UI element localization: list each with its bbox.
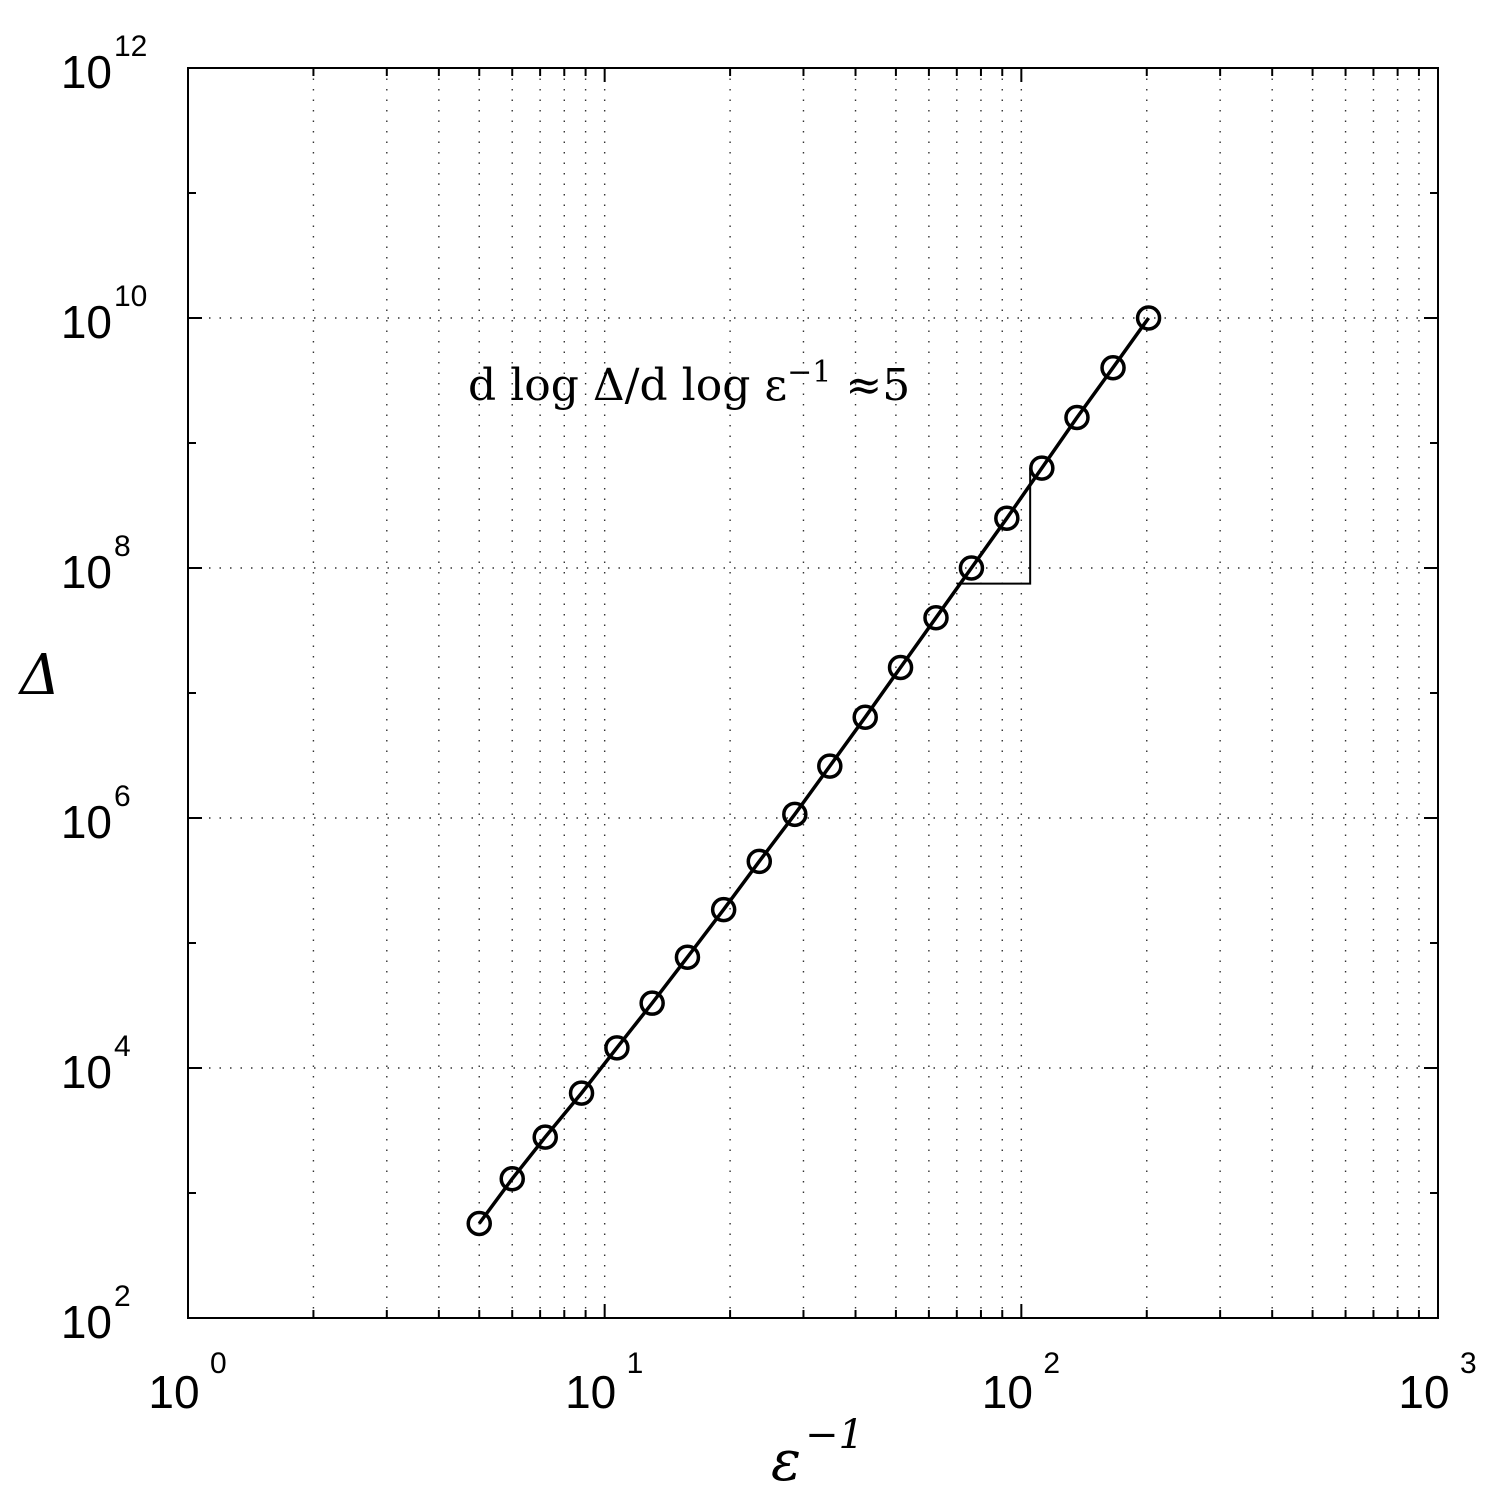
- y-tick-label: 10: [61, 796, 112, 848]
- x-axis-label-superscript: −1: [805, 1412, 864, 1458]
- x-tick-label: 10: [148, 1366, 199, 1418]
- slope-triangle: [956, 468, 1032, 585]
- y-tick-label: 10: [61, 46, 112, 98]
- y-tick-label-exponent: 4: [114, 1030, 131, 1063]
- y-tick-label-exponent: 8: [114, 530, 131, 563]
- data-point-marker: [817, 753, 843, 779]
- data-point-marker: [1100, 354, 1126, 381]
- data-point-marker: [532, 1124, 558, 1150]
- data-point-marker: [604, 1035, 630, 1061]
- x-tick-label-exponent: 2: [1043, 1347, 1060, 1380]
- x-tick-label: 10: [982, 1366, 1033, 1418]
- y-tick-label: 10: [61, 1296, 112, 1348]
- data-point-marker: [746, 848, 773, 875]
- y-tick-label-exponent: 6: [114, 780, 131, 813]
- data-point-marker: [499, 1166, 525, 1192]
- slope-triangle-edges: [956, 468, 1032, 585]
- data-point-marker: [1135, 305, 1162, 331]
- y-tick-label-exponent: 10: [114, 280, 147, 313]
- data-point-marker: [466, 1210, 492, 1237]
- y-tick-label: 10: [61, 546, 112, 598]
- grid-layer: [188, 68, 1438, 1318]
- data-point-marker: [782, 801, 808, 828]
- plot-frame: [187, 67, 1439, 1319]
- data-point-marker: [1029, 455, 1055, 481]
- slope-annotation: d log Δ/d log ε−1 ≈5: [468, 355, 910, 411]
- x-tick-label-exponent: 3: [1460, 1347, 1477, 1380]
- y-axis-label: Δ: [18, 643, 60, 708]
- data-point-marker: [923, 604, 949, 631]
- x-tick-label: 10: [565, 1366, 616, 1418]
- y-tick-label: 10: [61, 1046, 112, 1098]
- tick-layer: [187, 67, 1439, 1319]
- y-tick-label-exponent: 2: [114, 1280, 131, 1313]
- x-tick-label-exponent: 0: [210, 1347, 227, 1380]
- data-point-marker: [887, 654, 914, 681]
- y-tick-label: 10: [61, 296, 112, 348]
- data-point-marker: [852, 704, 878, 730]
- data-point-marker: [639, 990, 665, 1016]
- data-point-marker: [994, 505, 1020, 532]
- data-point-marker: [1064, 404, 1090, 431]
- data-point-marker: [674, 944, 701, 970]
- x-axis-label: ε: [771, 1429, 801, 1494]
- x-tick-label: 10: [1398, 1366, 1449, 1418]
- series-line: [477, 316, 1151, 1225]
- x-tick-label-exponent: 1: [627, 1347, 644, 1380]
- y-tick-label-exponent: 12: [114, 30, 147, 63]
- data-point-marker: [568, 1080, 595, 1106]
- data-point-marker: [958, 555, 985, 581]
- data-point-marker: [710, 896, 737, 923]
- series-layer: [466, 305, 1162, 1237]
